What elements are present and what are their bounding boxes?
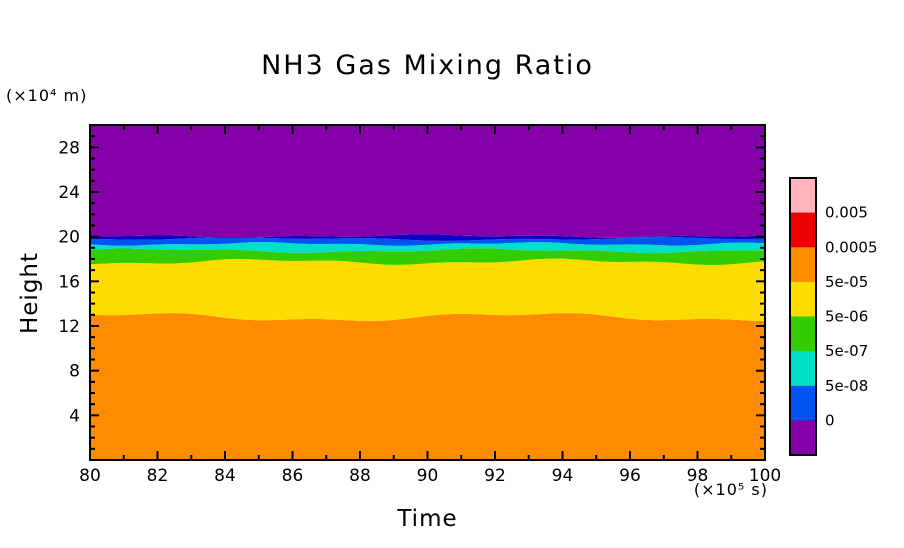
y-tick-label: 16 <box>58 272 80 292</box>
x-tick-label: 82 <box>147 466 169 486</box>
contour-band-6 <box>90 125 765 238</box>
colorbar-label: 0 <box>825 411 835 429</box>
x-tick-label: 92 <box>484 466 506 486</box>
y-axis-label: Height <box>17 251 43 335</box>
colorbar-segment-6 <box>790 385 816 421</box>
x-tick-label: 98 <box>687 466 709 486</box>
x-tick-label: 96 <box>619 466 641 486</box>
colorbar-label: 0.0005 <box>825 238 878 256</box>
colorbar-border <box>789 177 817 456</box>
colorbar-segment-5 <box>790 351 816 387</box>
x-axis-label: Time <box>397 506 458 532</box>
colorbar-label: 5e-08 <box>825 377 868 395</box>
x-axis-units-label: (×10⁵ s) <box>693 480 768 499</box>
y-tick-label: 20 <box>58 228 80 248</box>
y-tick-label: 24 <box>58 183 80 203</box>
colorbar-segment-2 <box>790 247 816 283</box>
contour-band-3 <box>90 241 765 254</box>
y-axis-units-label: (×10⁴ m) <box>6 86 88 105</box>
contour-band-2 <box>90 248 765 266</box>
x-tick-label: 90 <box>417 466 439 486</box>
y-tick-label: 28 <box>58 138 80 158</box>
x-tick-label: 94 <box>552 466 574 486</box>
colorbar-segment-4 <box>790 316 816 352</box>
x-tick-label: 80 <box>79 466 101 486</box>
y-tick-label: 12 <box>58 317 80 337</box>
x-tick-label: 100 <box>749 466 781 486</box>
y-tick-label: 4 <box>69 406 80 426</box>
x-tick-label: 86 <box>282 466 304 486</box>
colorbar-label: 5e-05 <box>825 273 868 291</box>
colorbar-segment-1 <box>790 212 816 248</box>
x-tick-label: 88 <box>349 466 371 486</box>
contour-band-4 <box>90 236 765 246</box>
colorbar-label: 0.005 <box>825 204 868 222</box>
colorbar-segment-3 <box>790 281 816 317</box>
colorbar-label: 5e-06 <box>825 308 868 326</box>
chart-title: NH3 Gas Mixing Ratio <box>261 50 594 81</box>
contour-band-5 <box>90 234 765 241</box>
contour-band-1 <box>90 258 765 322</box>
colorbar-segment-0 <box>790 178 816 214</box>
colorbar-label: 5e-07 <box>825 342 868 360</box>
colorbar-segment-7 <box>790 420 816 456</box>
y-tick-label: 8 <box>69 362 80 382</box>
x-tick-label: 84 <box>214 466 236 486</box>
contour-band-0 <box>90 313 765 460</box>
